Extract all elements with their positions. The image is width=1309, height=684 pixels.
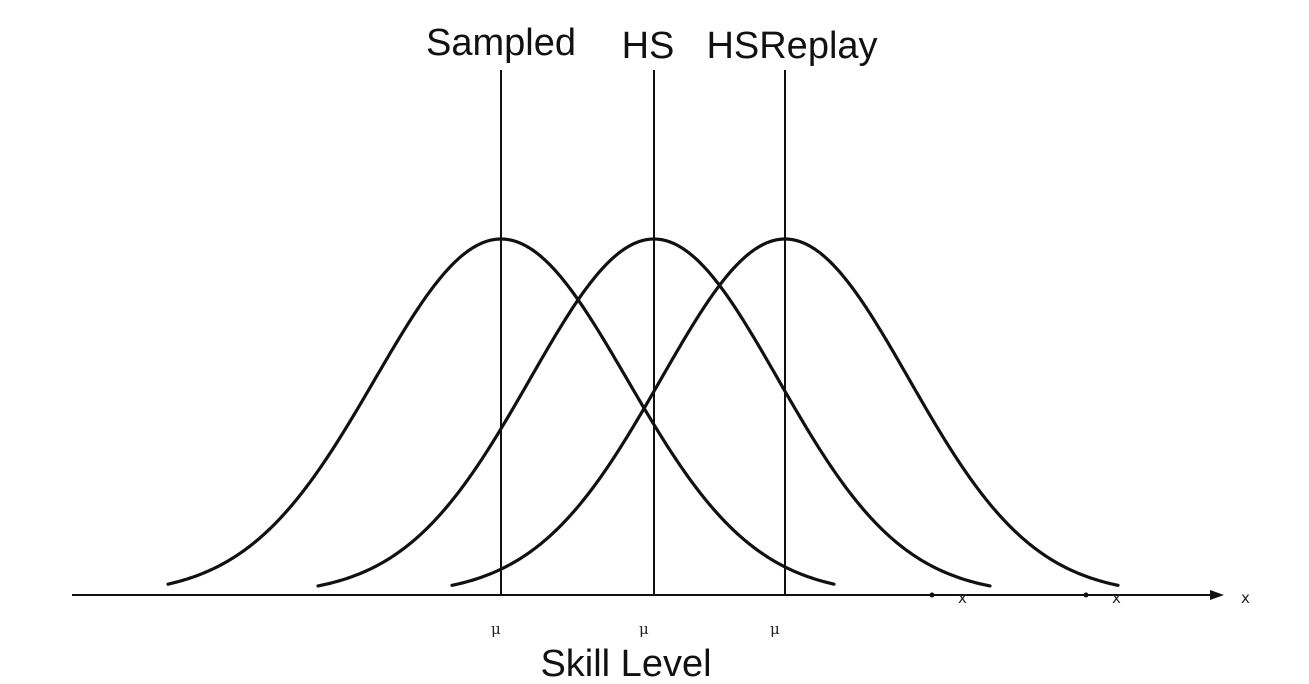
tail-dot [929,592,935,598]
sampled-mu-label: μ [491,620,501,638]
tail-x-label: x [1112,589,1121,607]
x-axis-arrowhead [1210,590,1224,600]
hsreplay-label: HSReplay [706,25,877,67]
tail-dot [1083,592,1089,598]
sampled-label: Sampled [426,22,576,64]
hs-label: HS [622,25,675,67]
x-axis-label: Skill Level [540,643,711,684]
tail-x-label: x [958,589,967,607]
axis-end-label: x [1241,589,1250,607]
hsreplay-mu-label: μ [770,620,780,638]
hs-mu-label: μ [639,620,649,638]
